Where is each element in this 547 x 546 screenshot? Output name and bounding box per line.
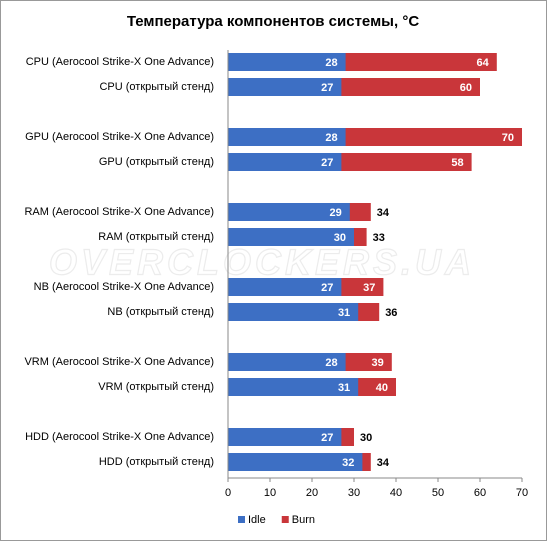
data-label: 30	[360, 432, 372, 444]
data-label: 34	[377, 457, 390, 469]
data-label: 28	[325, 132, 337, 144]
bar	[228, 78, 342, 96]
bar	[228, 228, 354, 246]
bar	[228, 303, 359, 321]
data-label: 34	[377, 207, 390, 219]
y-tick-label: RAM (открытый стенд)	[98, 231, 214, 243]
data-label: 58	[451, 157, 463, 169]
x-tick-label: 60	[474, 487, 486, 499]
data-label: 30	[334, 232, 346, 244]
data-label: 28	[325, 57, 337, 69]
bar	[228, 428, 342, 446]
data-label: 64	[477, 57, 490, 69]
legend-label: Burn	[292, 514, 315, 526]
y-tick-label: CPU (Aerocool Strike-X One Advance)	[26, 56, 214, 68]
data-label: 40	[376, 382, 388, 394]
data-label: 39	[372, 357, 384, 369]
y-tick-label: GPU (Aerocool Strike-X One Advance)	[25, 131, 214, 143]
y-tick-label: HDD (Aerocool Strike-X One Advance)	[25, 431, 214, 443]
bar	[228, 128, 346, 146]
legend-label: Idle	[248, 514, 266, 526]
data-label: 27	[321, 157, 333, 169]
x-tick-label: 50	[432, 487, 444, 499]
data-label: 27	[321, 282, 333, 294]
bar	[228, 378, 359, 396]
y-tick-label: VRM (Aerocool Strike-X One Advance)	[24, 356, 214, 368]
data-label: 32	[342, 457, 354, 469]
data-label: 31	[338, 382, 350, 394]
y-tick-label: NB (открытый стенд)	[107, 306, 214, 318]
bar	[228, 153, 342, 171]
bar	[228, 353, 346, 371]
data-label: 70	[502, 132, 514, 144]
data-label: 27	[321, 432, 333, 444]
legend-swatch	[281, 516, 289, 523]
data-label: 27	[321, 82, 333, 94]
bar	[228, 53, 346, 71]
y-tick-label: NB (Aerocool Strike-X One Advance)	[34, 281, 214, 293]
x-tick-label: 0	[225, 487, 231, 499]
data-label: 29	[330, 207, 342, 219]
y-tick-label: RAM (Aerocool Strike-X One Advance)	[24, 206, 214, 218]
data-label: 33	[373, 232, 385, 244]
y-tick-label: CPU (открытый стенд)	[99, 81, 214, 93]
x-tick-label: 70	[516, 487, 528, 499]
x-tick-label: 40	[390, 487, 402, 499]
chart-title: Температура компонентов системы, °C	[127, 13, 419, 30]
data-label: 60	[460, 82, 472, 94]
watermark: OVERCLOCKERS.UA	[49, 242, 475, 283]
bar	[228, 203, 350, 221]
x-tick-label: 20	[306, 487, 318, 499]
data-label: 28	[325, 357, 337, 369]
y-tick-label: GPU (открытый стенд)	[99, 156, 214, 168]
y-tick-label: HDD (открытый стенд)	[99, 456, 214, 468]
bar	[228, 453, 363, 471]
legend-swatch	[238, 516, 245, 523]
data-label: 37	[363, 282, 375, 294]
bar	[228, 278, 342, 296]
y-tick-label: VRM (открытый стенд)	[98, 381, 214, 393]
x-tick-label: 30	[348, 487, 360, 499]
data-label: 36	[385, 307, 397, 319]
x-tick-label: 10	[264, 487, 276, 499]
data-label: 31	[338, 307, 350, 319]
